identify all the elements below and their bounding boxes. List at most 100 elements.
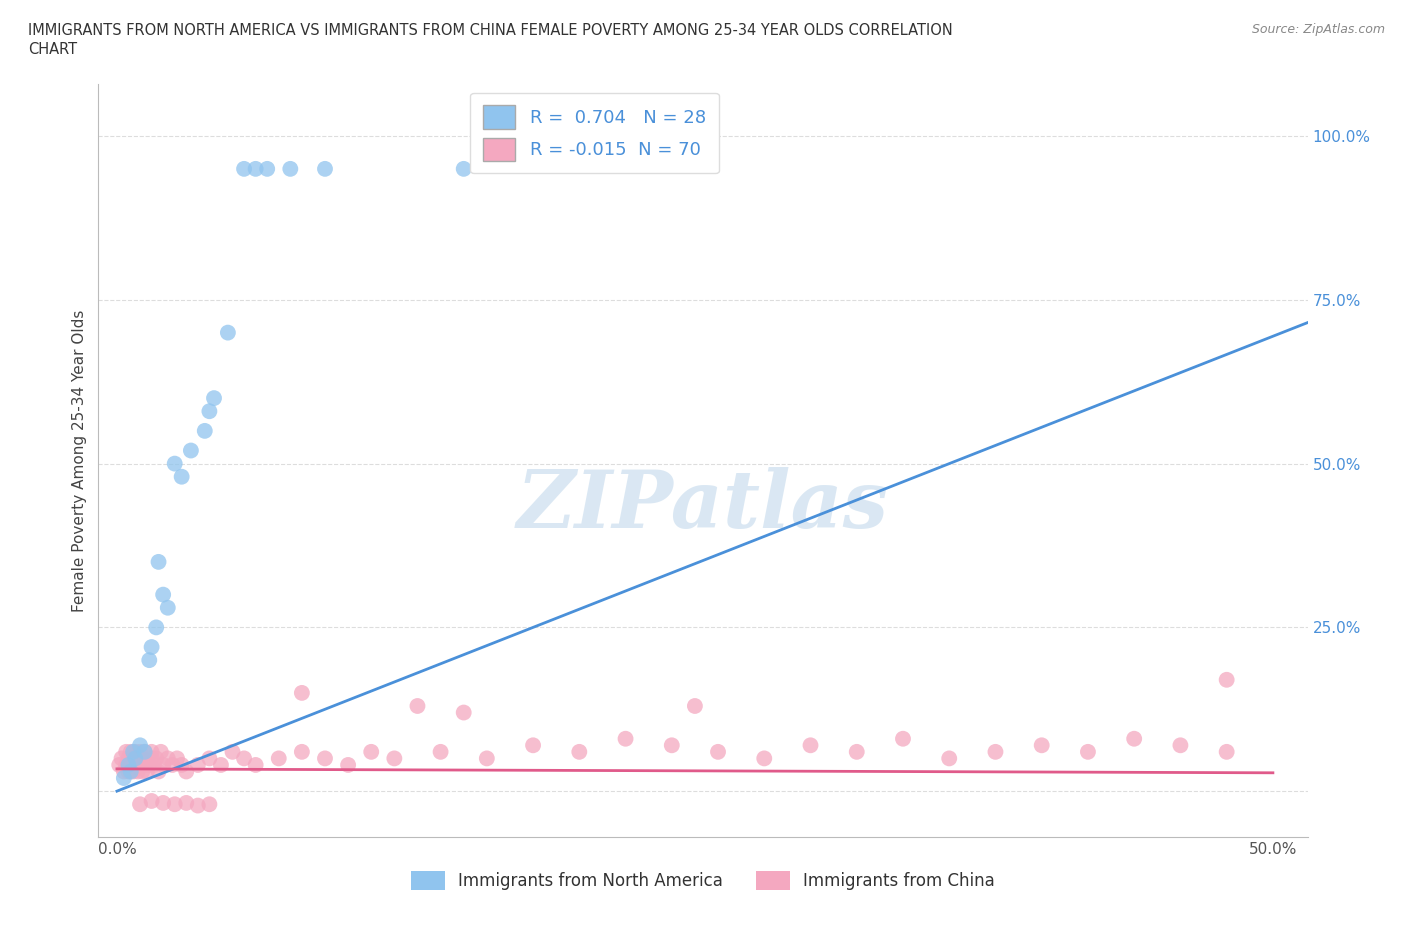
Point <box>568 744 591 759</box>
Point <box>145 751 167 765</box>
Point <box>382 751 405 765</box>
Point <box>124 744 146 759</box>
Point <box>360 744 382 759</box>
Point <box>291 685 314 700</box>
Y-axis label: Female Poverty Among 25-34 Year Olds: Female Poverty Among 25-34 Year Olds <box>72 309 87 612</box>
Point <box>124 758 146 773</box>
Point <box>799 737 821 752</box>
Point <box>984 744 1007 759</box>
Point <box>406 698 429 713</box>
Point <box>120 764 142 779</box>
Point <box>278 162 301 177</box>
Point <box>134 744 156 759</box>
Point <box>124 751 146 765</box>
Point <box>233 751 256 765</box>
Point <box>122 764 145 779</box>
Point <box>170 470 193 485</box>
Point <box>129 758 152 773</box>
Point <box>1123 731 1146 746</box>
Point <box>112 771 135 786</box>
Point <box>707 744 730 759</box>
Point <box>129 737 152 752</box>
Point <box>1077 744 1099 759</box>
Point <box>233 162 256 177</box>
Text: IMMIGRANTS FROM NORTH AMERICA VS IMMIGRANTS FROM CHINA FEMALE POVERTY AMONG 25-3: IMMIGRANTS FROM NORTH AMERICA VS IMMIGRA… <box>28 23 953 38</box>
Text: ZIPatlas: ZIPatlas <box>517 467 889 544</box>
Point <box>163 797 186 812</box>
Point <box>115 744 138 759</box>
Point <box>152 758 174 773</box>
Point <box>117 758 139 773</box>
Point <box>152 795 174 810</box>
Point <box>112 764 135 779</box>
Point <box>938 751 960 765</box>
Point <box>141 793 163 808</box>
Point <box>127 764 149 779</box>
Point <box>122 744 145 759</box>
Point <box>256 162 278 177</box>
Point <box>217 326 239 340</box>
Point <box>187 758 209 773</box>
Point <box>202 391 225 405</box>
Point <box>129 797 152 812</box>
Point <box>162 758 184 773</box>
Point <box>475 751 498 765</box>
Point <box>221 744 243 759</box>
Point <box>1215 672 1237 687</box>
Point <box>148 554 170 569</box>
Point <box>522 737 544 752</box>
Point <box>120 744 142 759</box>
Point <box>149 744 172 759</box>
Point <box>187 798 209 813</box>
Point <box>163 457 186 472</box>
Point <box>141 744 163 759</box>
Point <box>148 764 170 779</box>
Point <box>117 751 139 765</box>
Point <box>754 751 776 765</box>
Point <box>314 751 336 765</box>
Point <box>180 443 202 458</box>
Text: Source: ZipAtlas.com: Source: ZipAtlas.com <box>1251 23 1385 36</box>
Point <box>145 620 167 635</box>
Point <box>117 764 139 779</box>
Point <box>291 744 314 759</box>
Point <box>683 698 706 713</box>
Point <box>166 751 188 765</box>
Point <box>152 587 174 602</box>
Point <box>337 758 360 773</box>
Point <box>136 764 159 779</box>
Point <box>156 600 179 615</box>
Point <box>845 744 868 759</box>
Point <box>198 751 221 765</box>
Point <box>174 795 197 810</box>
Point <box>141 640 163 655</box>
Point <box>314 162 336 177</box>
Point <box>429 744 451 759</box>
Point <box>120 758 142 773</box>
Point <box>141 751 163 765</box>
Point <box>156 751 179 765</box>
Point <box>245 162 267 177</box>
Point <box>110 751 132 765</box>
Point <box>661 737 683 752</box>
Point <box>138 758 160 773</box>
Point <box>453 162 475 177</box>
Point <box>122 751 145 765</box>
Point <box>134 744 156 759</box>
Legend: Immigrants from North America, Immigrants from China: Immigrants from North America, Immigrant… <box>405 864 1001 897</box>
Point <box>209 758 232 773</box>
Point <box>245 758 267 773</box>
Point <box>891 731 914 746</box>
Point <box>131 764 153 779</box>
Point <box>1170 737 1192 752</box>
Point <box>127 751 149 765</box>
Point <box>453 705 475 720</box>
Text: CHART: CHART <box>28 42 77 57</box>
Point <box>267 751 290 765</box>
Point <box>198 404 221 418</box>
Point <box>134 758 156 773</box>
Point <box>108 758 131 773</box>
Point <box>198 797 221 812</box>
Point <box>174 764 197 779</box>
Point <box>129 744 152 759</box>
